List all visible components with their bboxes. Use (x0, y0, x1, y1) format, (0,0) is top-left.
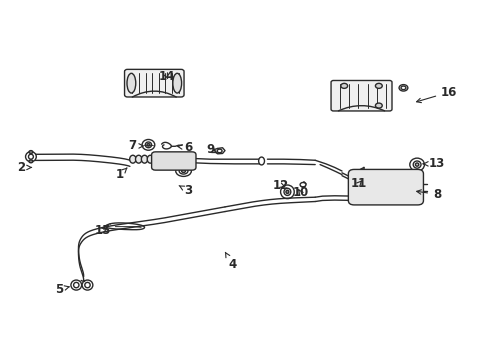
Ellipse shape (175, 166, 191, 176)
Ellipse shape (147, 144, 150, 146)
Ellipse shape (352, 172, 360, 202)
Circle shape (29, 160, 33, 163)
Ellipse shape (179, 168, 187, 174)
Ellipse shape (135, 155, 142, 163)
Text: 5: 5 (55, 283, 69, 296)
Ellipse shape (181, 170, 185, 172)
Ellipse shape (28, 154, 33, 159)
Ellipse shape (409, 158, 424, 171)
FancyBboxPatch shape (347, 170, 423, 205)
Text: 12: 12 (272, 179, 288, 192)
Text: 2: 2 (17, 161, 31, 174)
Circle shape (400, 86, 405, 90)
Text: 11: 11 (350, 177, 366, 190)
Ellipse shape (410, 172, 418, 202)
Circle shape (29, 150, 33, 153)
Ellipse shape (258, 157, 264, 165)
Text: 14: 14 (158, 69, 174, 82)
Ellipse shape (25, 152, 36, 162)
Ellipse shape (142, 139, 155, 150)
Ellipse shape (127, 73, 136, 93)
Ellipse shape (145, 142, 151, 148)
Ellipse shape (415, 163, 418, 166)
Ellipse shape (73, 282, 79, 288)
Ellipse shape (84, 282, 90, 288)
Text: 10: 10 (292, 186, 308, 199)
Circle shape (375, 84, 382, 88)
Text: 7: 7 (128, 139, 143, 152)
Text: 3: 3 (179, 184, 192, 197)
Ellipse shape (172, 73, 181, 93)
Ellipse shape (284, 188, 290, 195)
Text: 1: 1 (116, 168, 127, 181)
Ellipse shape (153, 155, 159, 163)
Ellipse shape (129, 155, 136, 163)
Text: 13: 13 (423, 157, 444, 170)
Text: 6: 6 (178, 141, 192, 154)
Ellipse shape (412, 161, 420, 168)
Text: 9: 9 (206, 143, 217, 156)
Text: 4: 4 (225, 252, 236, 271)
Circle shape (398, 85, 407, 91)
Circle shape (300, 183, 305, 187)
FancyBboxPatch shape (330, 81, 391, 111)
Ellipse shape (141, 155, 147, 163)
Text: 15: 15 (95, 224, 111, 237)
Text: 16: 16 (416, 86, 457, 103)
Ellipse shape (71, 280, 81, 290)
FancyBboxPatch shape (124, 69, 183, 97)
Circle shape (217, 149, 222, 153)
Ellipse shape (280, 185, 294, 199)
Ellipse shape (159, 155, 165, 163)
Text: 8: 8 (416, 188, 440, 201)
Ellipse shape (82, 280, 93, 290)
Circle shape (375, 103, 382, 108)
Ellipse shape (285, 190, 288, 193)
Circle shape (340, 84, 347, 88)
FancyBboxPatch shape (151, 152, 196, 170)
Ellipse shape (147, 155, 153, 163)
